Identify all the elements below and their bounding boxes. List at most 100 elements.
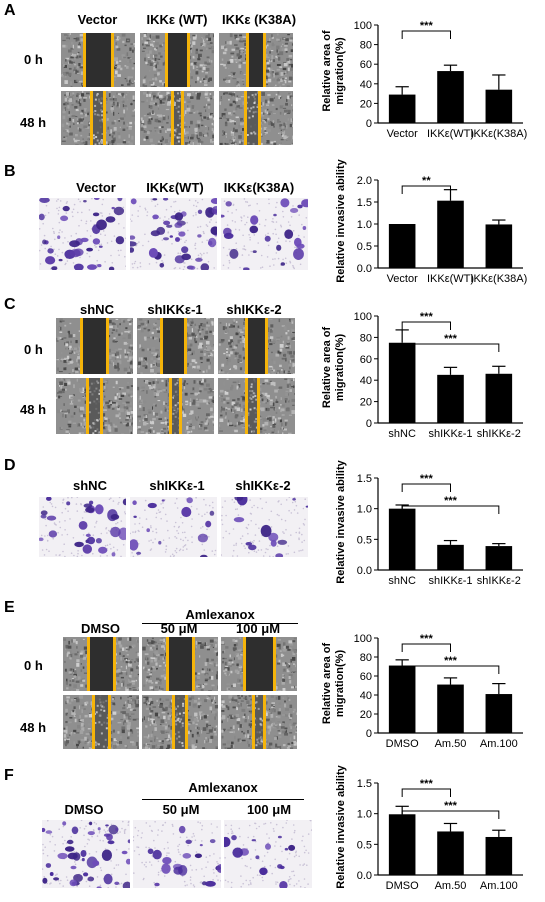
x-tick-label: shIKKε-2 <box>477 575 521 587</box>
wound-edge-marker <box>245 318 248 374</box>
x-tick-label: IKKε(K38A) <box>470 273 527 285</box>
significance-bracket <box>402 644 450 652</box>
significance-bracket <box>402 344 499 352</box>
wound-edge-marker <box>265 318 268 374</box>
column-header: DMSO <box>40 802 128 817</box>
wound-edge-marker <box>181 91 184 145</box>
significance-bracket <box>402 666 499 674</box>
x-tick-label: IKKε(K38A) <box>470 128 527 140</box>
bar <box>389 509 416 570</box>
y-tick-label: 1.5 <box>357 778 372 790</box>
significance-label: *** <box>444 333 458 345</box>
transwell-micrograph <box>39 198 126 270</box>
wound-edge-marker <box>108 695 111 749</box>
y-tick-label: 0.5 <box>357 241 372 253</box>
significance-label: *** <box>444 655 458 667</box>
bar <box>389 814 416 875</box>
transwell-micrograph <box>221 198 308 270</box>
x-tick-label: IKKε(WT) <box>427 128 474 140</box>
bar <box>389 343 416 423</box>
wound-edge-marker <box>246 33 249 87</box>
transwell-micrograph <box>130 198 217 270</box>
wound-edge-marker <box>166 637 169 691</box>
bar <box>437 685 464 733</box>
y-tick-label: 40 <box>360 375 372 387</box>
wound-edge-marker <box>179 378 182 434</box>
x-tick-label: Am.50 <box>435 880 467 892</box>
significance-label: *** <box>420 633 434 645</box>
column-header: DMSO <box>63 621 138 636</box>
y-tick-label: 0.0 <box>357 263 372 275</box>
bar <box>437 201 464 268</box>
x-tick-label: shIKKε-1 <box>428 575 472 587</box>
y-tick-label: 0.0 <box>357 870 372 882</box>
column-header: Vector <box>58 180 134 195</box>
significance-bracket <box>402 811 499 819</box>
y-tick-label: 60 <box>360 354 372 366</box>
wound-edge-marker <box>80 318 83 374</box>
wound-healing-micrograph <box>137 378 214 434</box>
wound-edge-marker <box>263 33 266 87</box>
y-tick-label: 80 <box>360 652 372 664</box>
column-header: shNC <box>52 478 128 493</box>
x-tick-label: Vector <box>387 128 419 140</box>
panel-label-f: F <box>4 767 14 785</box>
bar <box>486 546 513 570</box>
wound-healing-micrograph <box>219 91 293 145</box>
significance-label: *** <box>420 473 434 485</box>
wound-edge-marker <box>185 695 188 749</box>
wound-edge-marker <box>103 91 106 145</box>
wound-healing-micrograph <box>61 91 135 145</box>
wound-healing-micrograph <box>142 695 218 749</box>
significance-label: *** <box>420 778 434 790</box>
row-label: 48 h <box>20 115 46 130</box>
column-header: IKKε(WT) <box>132 180 218 195</box>
y-tick-label: 1.5 <box>357 473 372 485</box>
y-tick-label: 80 <box>360 40 372 52</box>
x-tick-label: Am.100 <box>480 880 518 892</box>
wound-healing-micrograph <box>218 378 295 434</box>
transwell-micrograph <box>130 497 217 557</box>
wound-edge-marker <box>187 33 190 87</box>
bar <box>486 224 513 268</box>
wound-healing-micrograph <box>142 637 218 691</box>
column-header: Vector <box>60 12 135 27</box>
panel-label-d: D <box>4 457 16 475</box>
wound-edge-marker <box>184 318 187 374</box>
x-tick-label: Am.50 <box>435 738 467 750</box>
significance-label: *** <box>420 20 434 32</box>
significance-bracket <box>402 484 450 492</box>
y-tick-label: 1.5 <box>357 197 372 209</box>
transwell-micrograph <box>224 820 312 888</box>
wound-edge-marker <box>273 637 276 691</box>
x-tick-label: Vector <box>387 273 419 285</box>
wound-healing-micrograph <box>137 318 214 374</box>
y-tick-label: 1.0 <box>357 504 372 516</box>
wound-edge-marker <box>257 378 260 434</box>
y-tick-label: 100 <box>354 311 372 323</box>
wound-edge-marker <box>113 637 116 691</box>
x-tick-label: shIKKε-2 <box>477 428 521 440</box>
transwell-micrograph <box>42 820 130 888</box>
column-header: IKKε (K38A) <box>218 12 300 27</box>
y-axis-label: Relative invasive ability <box>335 459 347 583</box>
y-tick-label: 20 <box>360 397 372 409</box>
wound-healing-micrograph <box>218 318 295 374</box>
wound-edge-marker <box>106 318 109 374</box>
significance-bracket <box>402 789 450 797</box>
column-header: 50 μM <box>138 802 224 817</box>
y-tick-label: 1.0 <box>357 809 372 821</box>
transwell-micrograph <box>221 497 308 557</box>
y-tick-label: 40 <box>360 690 372 702</box>
wound-healing-micrograph <box>140 33 214 87</box>
y-tick-label: 60 <box>360 59 372 71</box>
significance-label: *** <box>444 495 458 507</box>
wound-edge-marker <box>111 33 114 87</box>
column-header: shIKKε-1 <box>136 302 214 317</box>
y-tick-label: 20 <box>360 709 372 721</box>
x-tick-label: IKKε(WT) <box>427 273 474 285</box>
